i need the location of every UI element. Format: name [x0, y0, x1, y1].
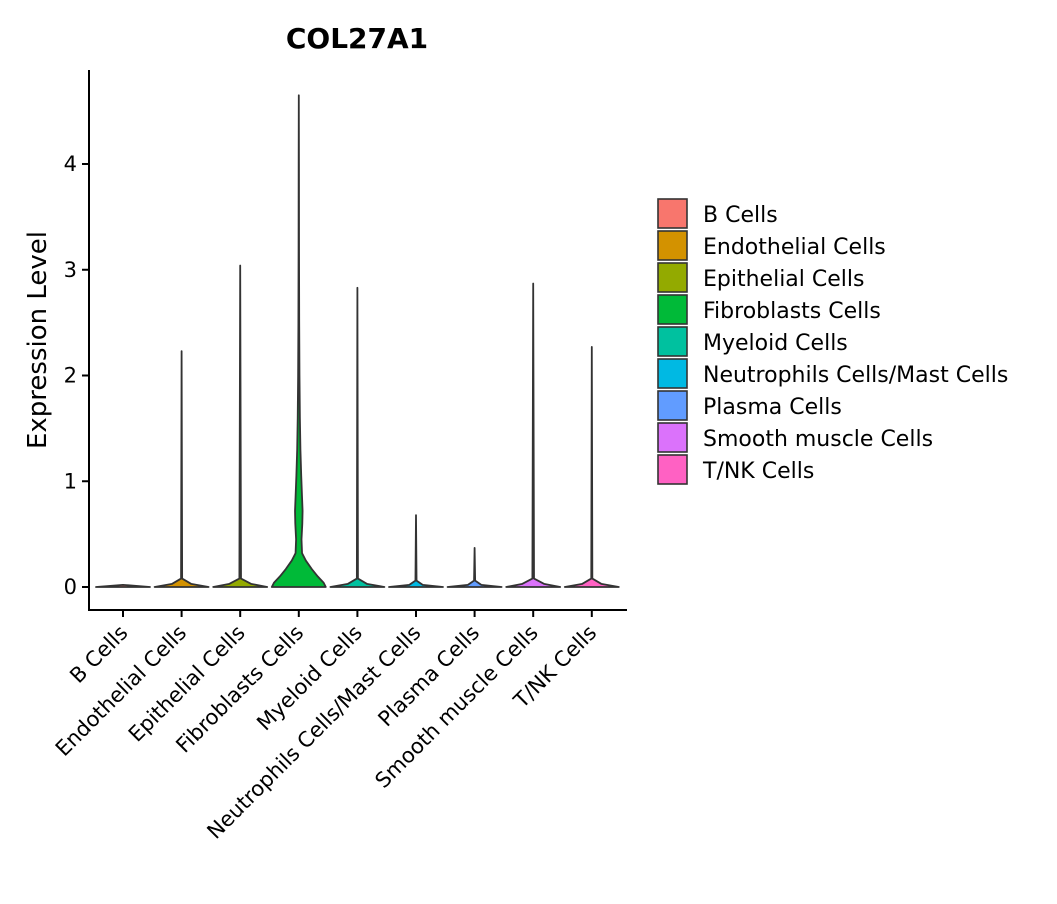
violin-8 [563, 346, 620, 588]
legend-label-5: Neutrophils Cells/Mast Cells [703, 363, 1008, 388]
violin-7 [505, 282, 562, 588]
legend-label-8: T/NK Cells [702, 459, 814, 484]
legend-key-8 [657, 454, 688, 485]
y-tick-label-2: 2 [64, 364, 77, 388]
x-tick-label-5: Neutrophils Cells/Mast Cells [202, 621, 425, 844]
y-axis-label: Expression Level [23, 231, 53, 449]
legend-label-1: Endothelial Cells [703, 235, 886, 260]
violin-2 [212, 264, 269, 588]
y-tick-label-3: 3 [64, 258, 77, 282]
violin-6 [446, 546, 503, 588]
violin-5 [388, 514, 444, 588]
legend-label-3: Fibroblasts Cells [703, 299, 881, 324]
y-tick-label-0: 0 [64, 575, 77, 599]
legend-key-5 [657, 358, 688, 389]
legend-label-6: Plasma Cells [703, 395, 842, 420]
legend-label-2: Epithelial Cells [703, 267, 864, 292]
legend-key-6 [657, 390, 688, 421]
violin-0 [95, 583, 151, 588]
legend-key-7 [657, 422, 688, 453]
y-tick-label-1: 1 [64, 469, 77, 493]
violin-4 [329, 286, 386, 588]
y-tick-label-4: 4 [64, 152, 77, 176]
chart-title: COL27A1 [286, 22, 428, 55]
legend: B Cells Endothelial Cells Epithelial Cells… [657, 198, 1008, 485]
legend-key-4 [657, 326, 688, 357]
legend-key-1 [657, 230, 688, 261]
legend-label-7: Smooth muscle Cells [703, 427, 933, 452]
legend-key-0 [657, 198, 688, 229]
legend-key-2 [657, 262, 688, 293]
violin-1 [153, 350, 210, 588]
legend-label-4: Myeloid Cells [703, 331, 848, 356]
violin-3 [270, 94, 327, 588]
x-tick-label-6: Plasma Cells [373, 621, 484, 732]
legend-key-3 [657, 294, 688, 325]
violin-group [95, 94, 620, 588]
legend-label-0: B Cells [703, 203, 778, 228]
x-tick-label-4: Myeloid Cells [252, 621, 367, 736]
